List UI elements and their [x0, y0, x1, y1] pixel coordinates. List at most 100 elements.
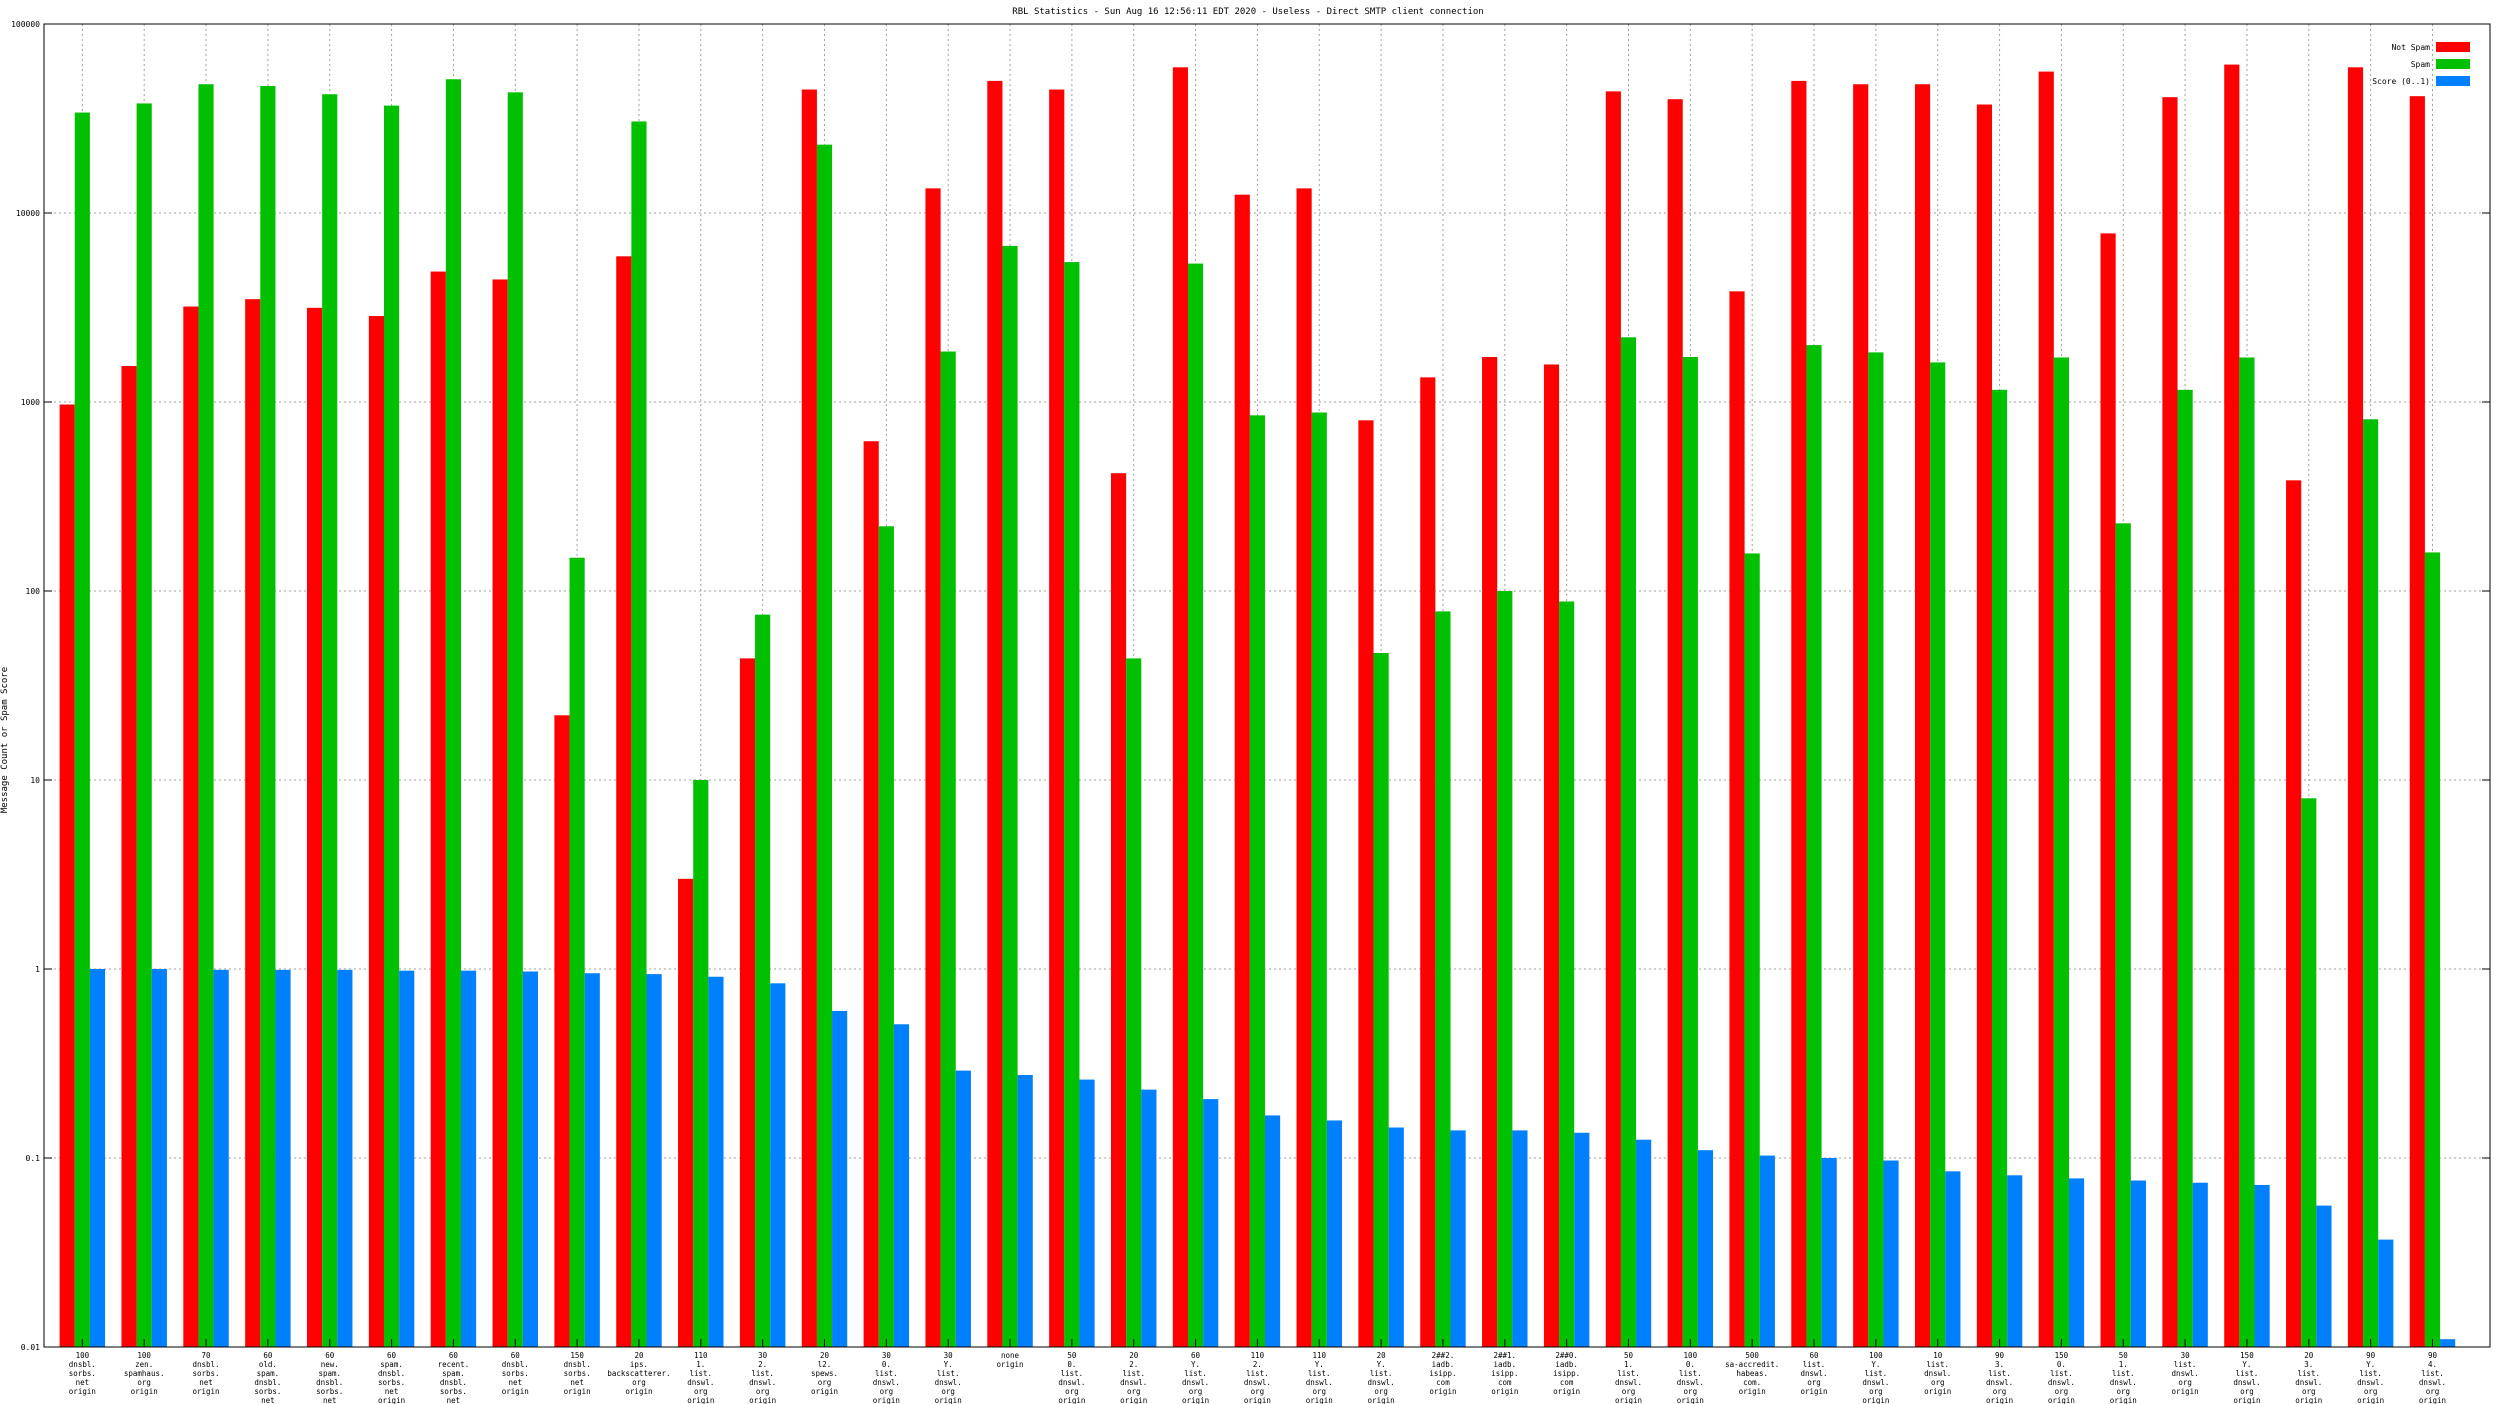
x-tick-label-line: origin: [1986, 1396, 2013, 1404]
bar: [2100, 233, 2116, 1347]
bar: [2424, 552, 2441, 1347]
x-tick-label-line: origin: [687, 1396, 714, 1404]
x-tick-label-line: origin: [873, 1396, 900, 1404]
x-tick-label: none origin: [996, 1351, 1023, 1369]
x-tick-label-line: dnswl.: [1800, 1369, 1827, 1378]
x-tick-label-line: 30: [882, 1351, 892, 1360]
x-tick-label-line: origin: [1800, 1387, 1827, 1396]
legend-label: Score (0..1): [2372, 77, 2430, 86]
bar: [1435, 611, 1451, 1347]
x-tick-label-line: list.: [1865, 1369, 1888, 1378]
x-tick-label-line: habeas.: [1736, 1369, 1768, 1378]
bar: [2347, 67, 2364, 1348]
x-tick-label-line: org: [1869, 1387, 1883, 1396]
x-tick-label-line: 50: [1067, 1351, 1077, 1360]
x-tick-label-line: list.: [1370, 1369, 1393, 1378]
x-tick-label-line: dnsbl.: [564, 1360, 591, 1369]
x-tick-label: 60 Y. list. dnswl. org origin: [1182, 1351, 1209, 1404]
bar: [554, 715, 570, 1347]
x-tick-label-line: com: [1560, 1378, 1574, 1387]
x-tick-label-line: origin: [1368, 1396, 1395, 1404]
x-tick-label-line: origin: [2419, 1396, 2446, 1404]
bar: [1079, 1079, 1095, 1347]
x-tick-label-line: origin: [625, 1387, 652, 1396]
bar: [1976, 104, 1992, 1348]
x-tick-label-line: sa-accredit.: [1725, 1360, 1779, 1369]
x-tick-label: 150 0. list. dnswl. org origin: [2048, 1351, 2075, 1404]
x-tick-label-line: com: [1436, 1378, 1450, 1387]
bar: [925, 188, 941, 1347]
x-tick-label-line: list.: [1184, 1369, 1207, 1378]
x-tick-label-line: list.: [2050, 1369, 2073, 1378]
bar: [1249, 415, 1265, 1347]
bar: [2224, 64, 2240, 1348]
bar: [1002, 245, 1018, 1348]
bar: [1791, 80, 1807, 1348]
bar: [1049, 89, 1065, 1347]
x-tick-label-line: dnswl.: [1244, 1378, 1271, 1387]
x-tick-label-line: origin: [811, 1387, 838, 1396]
y-tick-label: 100: [26, 587, 41, 596]
x-tick-label-line: list.: [690, 1369, 713, 1378]
bar: [1450, 1130, 1466, 1347]
bar: [1636, 1139, 1652, 1347]
x-tick-label-line: origin: [1429, 1387, 1456, 1396]
x-tick-label-line: dnswl.: [2110, 1378, 2137, 1387]
bar: [1744, 553, 1760, 1347]
bar: [306, 307, 323, 1347]
bar: [1821, 1158, 1837, 1347]
bar: [1373, 652, 1389, 1347]
x-tick-label-line: origin: [192, 1387, 219, 1396]
plot-border: [43, 23, 2491, 1348]
x-tick-label-line: org: [1312, 1387, 1326, 1396]
bar: [399, 970, 415, 1347]
x-tick-label-line: origin: [2233, 1396, 2260, 1404]
x-tick-label-line: Y.: [2366, 1360, 2375, 1369]
bar: [89, 969, 106, 1347]
x-tick-label: 90 4. list. dnswl. org origin: [2419, 1351, 2446, 1404]
x-tick-label-line: iadb.: [1555, 1360, 1578, 1369]
x-tick-label: 100 dnsbl. sorbs. net origin: [69, 1351, 96, 1396]
x-tick-label-line: sorbs.: [564, 1369, 591, 1378]
x-tick-label: 50 1. list. dnswl. org origin: [1615, 1351, 1642, 1404]
x-tick-label-line: spam.: [257, 1369, 280, 1378]
x-tick-label-line: org: [1374, 1387, 1388, 1396]
x-tick-label-line: 3.: [1995, 1360, 2004, 1369]
x-tick-label-line: list.: [751, 1369, 774, 1378]
x-tick-label: 20 3. list. dnswl. org origin: [2295, 1351, 2322, 1404]
bar: [1234, 194, 1250, 1348]
bar: [2038, 71, 2054, 1348]
x-tick-label: 100 0. list. dnswl. org origin: [1677, 1351, 1704, 1404]
x-tick-label-line: list.: [2359, 1369, 2382, 1378]
x-tick-label-line: origin: [131, 1387, 158, 1396]
x-tick-label-line: origin: [2110, 1396, 2137, 1404]
x-tick-label-line: dnsbl.: [192, 1360, 219, 1369]
bar: [1559, 601, 1575, 1347]
x-tick-label-line: origin: [1677, 1396, 1704, 1404]
x-tick-label-line: 60: [263, 1351, 273, 1360]
bar: [770, 983, 786, 1347]
x-tick-label: 30 0. list. dnswl. org origin: [873, 1351, 900, 1404]
bar: [1017, 1074, 1033, 1347]
x-tick-label-line: 2.: [1129, 1360, 1138, 1369]
x-tick-label: 2##1. iadb. isipp. com origin: [1491, 1351, 1518, 1396]
bar: [1110, 473, 1127, 1347]
x-tick-label-line: org: [632, 1378, 646, 1387]
x-tick-label-line: backscatterer.: [607, 1369, 670, 1378]
bar: [430, 271, 446, 1347]
x-tick-label-line: origin: [502, 1387, 529, 1396]
x-tick-label-line: 110: [1312, 1351, 1326, 1360]
x-tick-label-line: 0.: [2057, 1360, 2066, 1369]
x-tick-label-line: org: [2055, 1387, 2069, 1396]
x-tick-label-line: origin: [2295, 1396, 2322, 1404]
bar: [337, 969, 353, 1347]
x-tick-label-line: list.: [1246, 1369, 1269, 1378]
x-tick-label-line: sorbs.: [378, 1378, 405, 1387]
x-tick-label-line: 2.: [1253, 1360, 1262, 1369]
x-tick-label-line: list.: [2112, 1369, 2135, 1378]
x-tick-label: 110 Y. list. dnswl. org origin: [1306, 1351, 1333, 1404]
chart-title: RBL Statistics - Sun Aug 16 12:56:11 EDT…: [1012, 7, 1483, 17]
bar: [1497, 591, 1513, 1347]
